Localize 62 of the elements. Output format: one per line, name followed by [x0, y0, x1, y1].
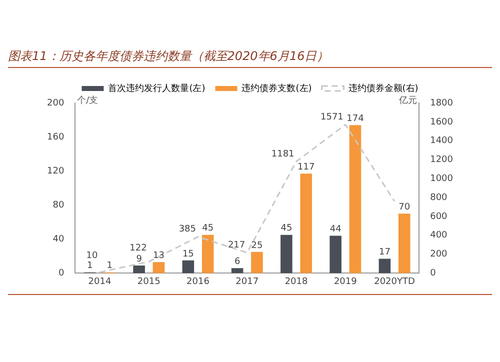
data-label: 1571: [320, 112, 344, 122]
data-label: 45: [202, 224, 214, 234]
x-tick-label: 2017: [236, 276, 259, 287]
data-label: 117: [298, 162, 315, 172]
legend-label: 违约债券金额(右): [348, 82, 418, 94]
data-label: 17: [378, 248, 390, 258]
bar: [378, 258, 391, 274]
data-label: 45: [280, 224, 292, 234]
data-label: 10: [86, 251, 98, 262]
x-tick-label: 2019: [334, 276, 358, 287]
bar: [202, 234, 214, 274]
data-label: 13: [152, 250, 164, 261]
y2-tick-label: 0: [430, 268, 436, 279]
y-tick-label: 80: [52, 200, 64, 210]
bar: [349, 125, 362, 274]
y-tick-label: 160: [46, 132, 64, 142]
x-tick-label: 2015: [137, 276, 160, 287]
data-label: 174: [346, 114, 364, 124]
data-label: 1: [106, 261, 112, 272]
y-tick-label: 200: [46, 98, 64, 108]
data-label: 6: [234, 256, 240, 267]
y2-axis-title: 亿元: [398, 94, 418, 106]
data-label: 44: [330, 224, 342, 235]
y-tick-label: 0: [58, 268, 64, 279]
x-tick-label: 2014: [88, 276, 112, 287]
x-tick-label: 2018: [284, 276, 308, 287]
x-tick-label: 2016: [186, 276, 210, 287]
bar: [182, 260, 194, 274]
chart-title: 图表11：历史各年度债券违约数量（截至2020年6月16日）: [8, 48, 492, 68]
y-axis-title: 个/支: [77, 94, 98, 106]
y2-tick-label: 1600: [430, 117, 454, 128]
data-label: 9: [136, 254, 142, 264]
legend-label: 首次违约发行人数量(左): [108, 82, 206, 94]
bar: [133, 266, 145, 274]
bar: [152, 262, 165, 274]
data-label: 25: [251, 240, 263, 251]
y2-tick-label: 800: [430, 192, 448, 203]
y-tick-label: 120: [46, 166, 64, 176]
data-label: 1: [87, 261, 93, 272]
y2-tick-label: 1000: [430, 174, 454, 184]
y-tick-label: 40: [52, 234, 64, 245]
y2-tick-label: 1400: [430, 136, 454, 146]
bar: [330, 236, 342, 274]
bar: [251, 252, 263, 274]
x-tick-label: 2020YTD: [374, 276, 416, 287]
bar: [398, 214, 410, 274]
data-label: 15: [182, 249, 194, 260]
y2-tick-label: 200: [430, 250, 448, 260]
y2-tick-label: 1800: [430, 98, 454, 108]
line-series: [98, 124, 396, 274]
bar: [300, 174, 312, 274]
data-label: 70: [398, 202, 410, 212]
bar: [280, 234, 292, 274]
y2-tick-label: 400: [430, 230, 448, 241]
legend-label: 违约债券支数(左): [242, 82, 312, 94]
data-label: 1181: [271, 149, 294, 160]
y2-tick-label: 1200: [430, 155, 454, 166]
data-label: 385: [178, 224, 196, 235]
data-label: 217: [228, 240, 246, 251]
bar: [231, 268, 244, 274]
data-label: 122: [130, 244, 147, 254]
y2-tick-label: 600: [430, 212, 448, 222]
